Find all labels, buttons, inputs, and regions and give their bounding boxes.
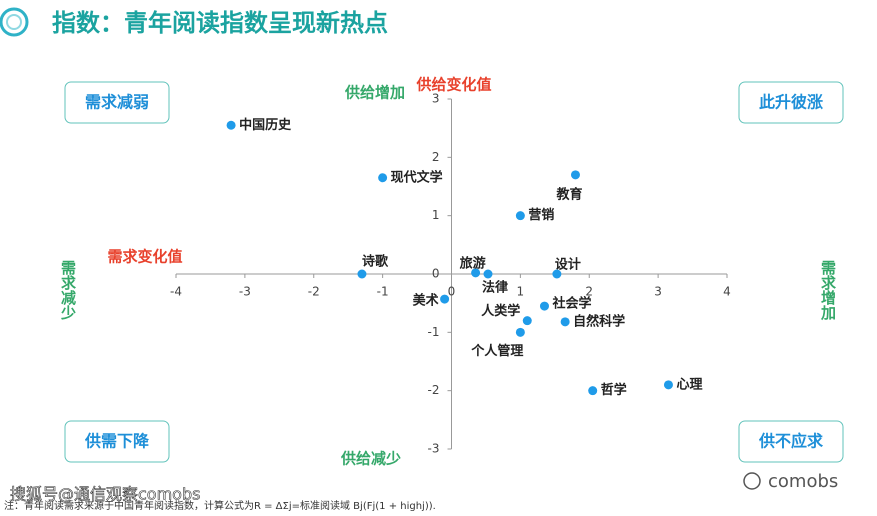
side-label: 供给减少 — [340, 450, 401, 468]
y-axis-title: 供给变化值 — [415, 76, 491, 94]
point-label: 心理 — [676, 377, 702, 392]
point-label: 教育 — [555, 186, 582, 202]
point-label: 美术 — [413, 293, 439, 309]
y-tick-label: 1 — [432, 208, 440, 222]
side-label: 需求减少 — [59, 259, 77, 320]
footnote: 注：青年阅读需求来源于中国青年阅读指数，计算公式为R = ΔΣj=标准阅读域 B… — [4, 499, 436, 512]
point — [570, 170, 580, 180]
x-tick-label: 2 — [585, 285, 593, 299]
y-tick-label: 0 — [432, 267, 440, 281]
point — [515, 327, 525, 337]
point — [226, 120, 236, 130]
point-label: 社会学 — [551, 296, 591, 312]
point — [515, 211, 525, 221]
x-tick-label: -1 — [377, 285, 389, 299]
x-tick-label: 4 — [723, 285, 731, 299]
point-label: 人类学 — [481, 303, 520, 319]
logo-icon — [743, 472, 761, 490]
side-label: 需求增加 — [819, 259, 837, 321]
y-tick-label: -2 — [428, 383, 440, 397]
y-tick-label: 2 — [432, 150, 440, 164]
quadrant-label: 此升彼涨 — [759, 93, 823, 112]
point — [483, 269, 493, 279]
point-label: 个人管理 — [470, 343, 523, 359]
point — [588, 386, 598, 396]
point-label: 法律 — [482, 280, 508, 296]
quadrant-label: 供不应求 — [758, 432, 824, 451]
y-tick-label: 3 — [432, 92, 440, 106]
title-icon — [6, 14, 22, 30]
quadrant-label: 需求减弱 — [85, 93, 149, 112]
watermark: 搜狐号@通信观察comobs — [10, 485, 200, 504]
point — [378, 173, 388, 183]
point — [539, 301, 549, 311]
point-label: 诗歌 — [362, 254, 389, 270]
quadrant-box — [64, 420, 170, 463]
point-label: 营销 — [528, 207, 554, 223]
quadrant-box — [64, 81, 170, 124]
point-label: 哲学 — [601, 382, 627, 398]
point — [357, 269, 367, 279]
x-tick-label: -4 — [170, 285, 182, 299]
point-label: 现代文学 — [391, 169, 443, 185]
point-label: 中国历史 — [239, 117, 292, 133]
y-tick-label: -1 — [428, 325, 440, 339]
point — [552, 269, 562, 279]
point — [471, 268, 481, 278]
x-tick-label: 3 — [654, 285, 662, 299]
y-tick-label: -3 — [428, 442, 440, 456]
quadrant-box — [738, 420, 844, 463]
x-tick-label: -3 — [239, 285, 251, 299]
x-tick-label: -2 — [308, 285, 320, 299]
x-tick-label: 1 — [517, 285, 525, 299]
quadrant-label: 供需下降 — [84, 432, 150, 451]
x-axis-title: 需求变化值 — [107, 248, 182, 266]
point — [440, 294, 450, 304]
side-label: 供给增加 — [344, 84, 405, 102]
title: 指数：青年阅读指数呈现新热点 — [52, 9, 388, 37]
point-label: 自然科学 — [573, 313, 625, 329]
point — [560, 317, 570, 327]
point-label: 旅游 — [460, 255, 486, 271]
title-icon — [0, 7, 29, 37]
logo: comobs — [768, 471, 838, 492]
point — [522, 316, 532, 326]
point-label: 设计 — [555, 257, 581, 273]
point — [663, 380, 673, 390]
x-tick-label: 0 — [448, 285, 456, 299]
quadrant-box — [738, 81, 844, 124]
